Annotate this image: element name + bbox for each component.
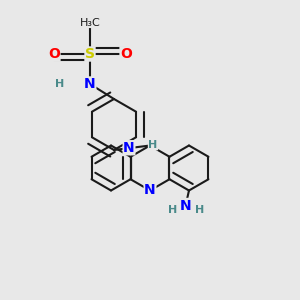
Text: N: N (180, 199, 192, 212)
Text: S: S (85, 47, 95, 61)
Text: O: O (48, 47, 60, 61)
Text: N: N (84, 77, 96, 91)
Text: H: H (148, 140, 158, 150)
Text: O: O (120, 47, 132, 61)
Text: H: H (195, 205, 204, 215)
Text: H₃C: H₃C (80, 17, 100, 28)
Text: H: H (56, 79, 64, 89)
Text: H: H (168, 205, 177, 215)
Text: N: N (144, 184, 156, 197)
Text: N: N (123, 141, 135, 155)
